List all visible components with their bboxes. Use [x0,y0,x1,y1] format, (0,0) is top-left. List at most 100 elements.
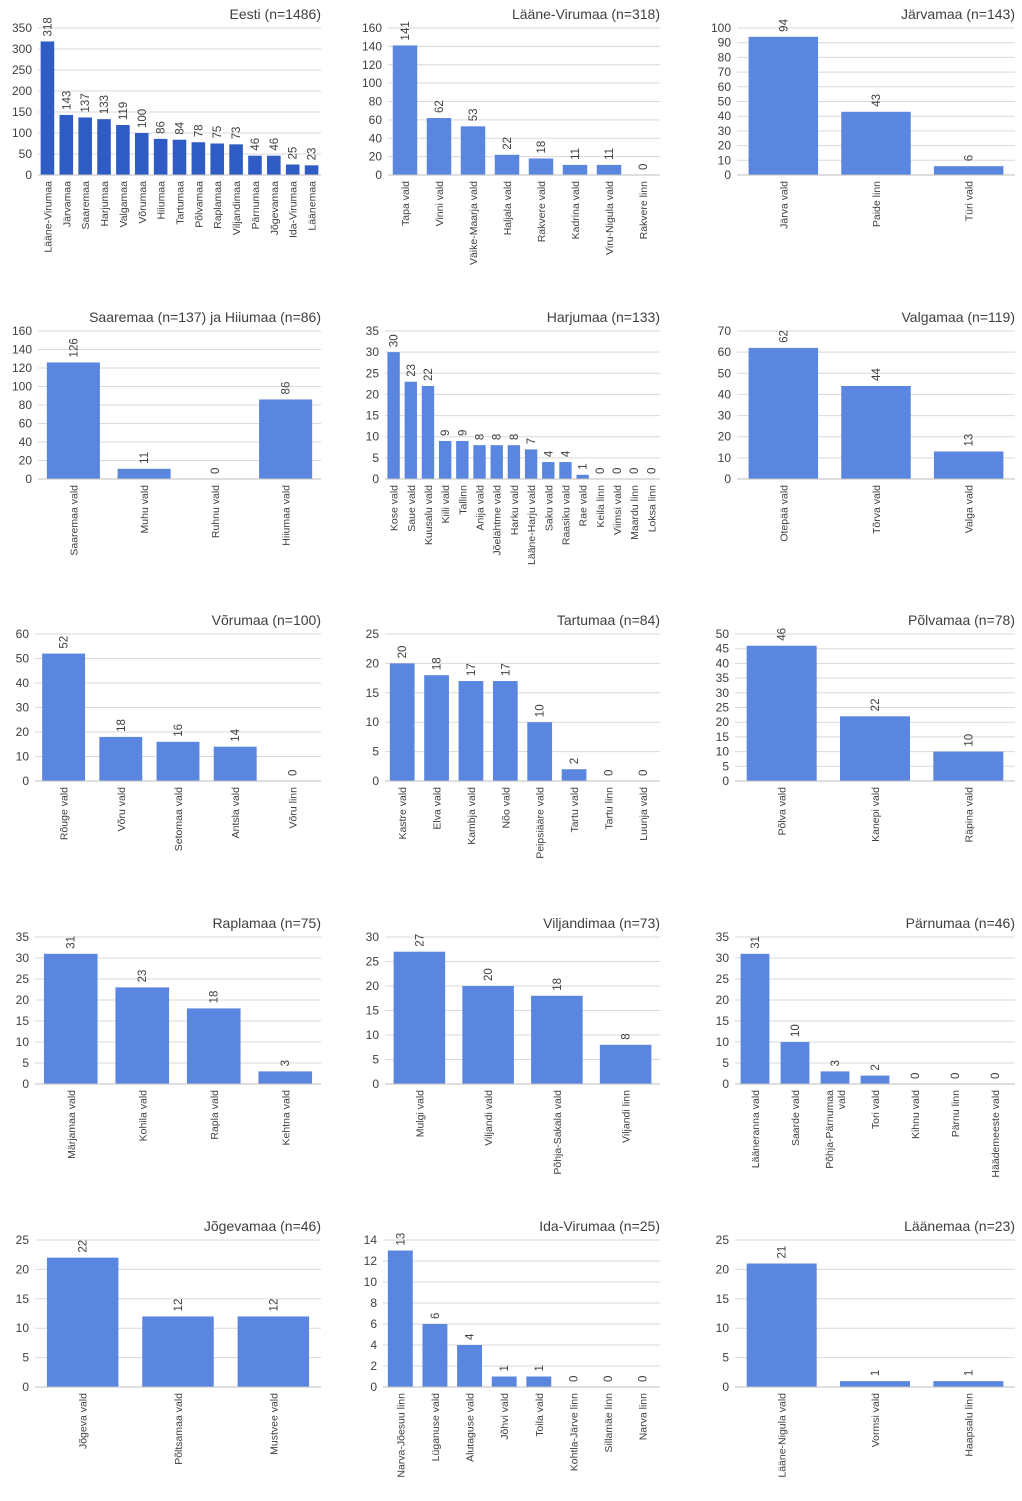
bar [492,681,518,781]
bar [116,125,130,175]
category-label: Loksa linn [646,485,658,532]
data-label: 4 [543,450,555,457]
bar [43,953,98,1084]
category-label: Luunja vald [638,787,650,841]
category-label: Viljandimaa [231,181,243,235]
chart-title: Pärnumaa (n=46) [906,915,1015,931]
bar [490,445,503,479]
y-tick-label: 10 [718,451,732,465]
data-label: 78 [193,124,205,137]
y-tick-label: 50 [16,652,30,666]
bar [740,953,770,1084]
category-label: Lääne-Nigula vald [777,1393,789,1478]
y-tick-label: 140 [12,343,32,357]
bar [527,722,553,781]
category-label: Saaremaa vald [68,485,80,556]
category-label: Võrumaa [137,181,149,224]
y-tick-label: 15 [16,1292,30,1306]
chart-title: Raplamaa (n=75) [212,915,321,931]
category-label: Lääne-Harju vald [526,485,538,565]
data-label: 0 [990,1073,1002,1079]
category-label: Järva vald [778,181,790,229]
category-label: Mulgi vald [414,1090,426,1137]
chart-panel: Võrumaa (n=100) 0 10 20 30 40 50 60 52 Rõuge vald… [4,606,330,894]
chart-panel: Jõgevamaa (n=46) 0 5 10 15 20 25 22 Jõgeva vald 1… [4,1212,330,1500]
data-label: 1 [578,463,590,469]
category-label: Räpina vald [963,787,975,843]
data-label: 1 [870,1370,882,1376]
bar [191,142,206,175]
bar [748,36,819,175]
bar [462,986,514,1084]
chart-panel: Viljandimaa (n=73) 0 5 10 15 20 25 30 27 Mulgi va… [354,909,680,1197]
category-label: Maardu linn [629,485,641,540]
y-tick-label: 2 [370,1359,377,1373]
data-label: 18 [552,978,564,991]
y-tick-label: 0 [22,1077,29,1091]
y-tick-label: 25 [16,1233,30,1247]
y-tick-label: 0 [22,774,29,788]
data-label: 0 [603,1376,615,1382]
bar [78,117,92,175]
bar [599,1044,652,1084]
y-tick-label: 100 [711,21,731,35]
bar-chart: Valgamaa (n=119) 0 10 20 30 40 50 60 70 62 Otepää … [718,309,1015,542]
y-tick-label: 25 [16,972,30,986]
data-label: 4 [560,450,572,457]
category-label: Tartu linn [603,787,615,830]
y-tick-label: 120 [12,361,32,375]
data-label: 6 [430,1313,442,1319]
bar-chart: Saaremaa (n=137) ja Hiiumaa (n=86) 0 20 40 6… [12,309,321,556]
data-label: 27 [414,934,426,947]
data-label: 20 [483,968,495,981]
category-label: Harjumaa [99,181,111,227]
data-label: 0 [612,468,624,474]
bar [392,45,418,175]
category-label: Viimsi vald [612,485,624,535]
y-tick-label: 160 [12,324,32,338]
category-label: Valga vald [964,485,976,533]
data-label: 86 [156,121,168,134]
bar [421,385,435,479]
category-label: Narva linn [638,1393,650,1440]
y-tick-label: 70 [718,324,732,338]
data-label: 133 [99,95,111,114]
category-label: Mustvee vald [268,1393,280,1455]
chart-title: Võrumaa (n=100) [212,612,321,628]
category-label: Lüganuse vald [430,1393,442,1461]
data-label: 22 [870,699,882,712]
bar [153,138,168,175]
y-tick-label: 15 [716,1292,730,1306]
bar [933,1381,1004,1387]
category-label: Vinni vald [434,181,446,226]
data-label: 18 [432,657,444,670]
data-label: 0 [950,1073,962,1079]
category-label: Setomaa vald [173,787,185,851]
data-label: 8 [621,1033,633,1039]
y-tick-label: 20 [718,139,732,153]
bar [210,143,225,175]
data-label: 8 [492,434,504,440]
y-tick-label: 40 [369,131,383,145]
data-label: 46 [269,138,281,151]
y-tick-label: 10 [716,1321,730,1335]
y-tick-label: 60 [16,627,30,641]
chart-title: Läänemaa (n=23) [904,1218,1015,1234]
y-tick-label: 5 [722,1351,729,1365]
category-label: Saue vald [406,485,418,532]
chart-title: Viljandimaa (n=73) [543,915,660,931]
data-label: 17 [500,663,512,676]
bar [840,716,910,781]
data-label: 1 [963,1370,975,1376]
category-label: Toila vald [534,1393,546,1437]
data-label: 0 [287,770,299,776]
y-tick-label: 4 [370,1338,377,1352]
bar [933,751,1004,781]
bar [387,352,400,479]
chart-title: Järvamaa (n=143) [901,6,1015,22]
y-tick-label: 20 [716,1262,730,1276]
category-label: Häädemeeste vald [990,1090,1002,1178]
chart-panel: Eesti (n=1486) 0 50 100 150 200 250 300 350 318 Lä… [4,0,330,288]
